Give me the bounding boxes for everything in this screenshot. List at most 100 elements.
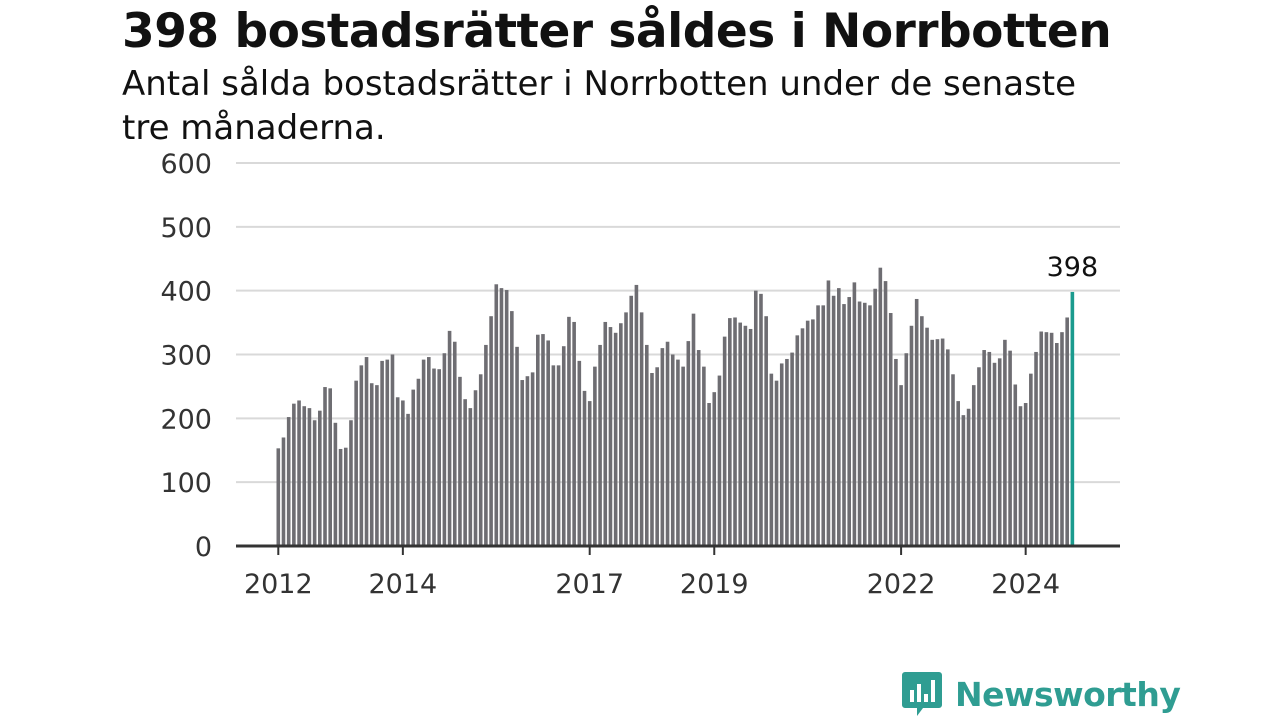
brand-name: Newsworthy xyxy=(955,674,1181,714)
bar xyxy=(790,352,794,546)
bar xyxy=(868,305,872,546)
bar xyxy=(660,348,665,546)
bar xyxy=(556,365,561,546)
bar xyxy=(826,280,831,546)
bar xyxy=(769,373,774,546)
bar xyxy=(821,305,826,546)
bar xyxy=(837,288,841,546)
bar xyxy=(842,304,846,546)
y-tick-label: 200 xyxy=(160,404,212,435)
bar xyxy=(442,353,447,546)
bar xyxy=(369,383,374,546)
bar xyxy=(572,321,576,546)
bar xyxy=(862,302,867,546)
bar xyxy=(375,385,379,546)
bar xyxy=(318,410,322,546)
bar xyxy=(286,417,291,546)
bar xyxy=(634,284,639,546)
bar xyxy=(883,281,888,546)
bar xyxy=(644,344,649,546)
bar xyxy=(639,312,644,546)
bar xyxy=(343,447,348,546)
bar xyxy=(982,350,986,546)
bar xyxy=(717,375,722,546)
bar xyxy=(484,344,488,546)
bar xyxy=(899,385,903,546)
bar xyxy=(380,360,384,546)
bar xyxy=(276,448,281,546)
bar xyxy=(728,318,732,546)
bar xyxy=(385,359,390,546)
bar xyxy=(691,313,696,546)
bar xyxy=(951,374,955,546)
bar xyxy=(1039,331,1044,546)
bar xyxy=(650,373,654,546)
bar xyxy=(894,358,898,546)
bar xyxy=(536,334,540,546)
bar xyxy=(1055,343,1059,546)
bar xyxy=(541,334,545,546)
bar xyxy=(722,336,727,546)
bar xyxy=(463,399,467,546)
bar xyxy=(738,322,743,546)
bar xyxy=(987,351,992,546)
bar xyxy=(707,403,711,546)
bar xyxy=(676,359,680,546)
bar xyxy=(307,408,312,546)
bar xyxy=(743,325,748,546)
bar xyxy=(468,408,473,546)
newsworthy-brand[interactable]: Newsworthy xyxy=(901,670,1181,718)
bar xyxy=(593,366,597,546)
bar xyxy=(961,415,966,546)
bar xyxy=(292,403,296,546)
bar xyxy=(935,339,940,546)
bar xyxy=(873,288,877,546)
bar xyxy=(494,284,499,546)
bar xyxy=(1013,384,1018,546)
bar xyxy=(670,354,675,546)
bar xyxy=(510,311,514,546)
bar xyxy=(411,389,416,546)
bar xyxy=(452,341,457,546)
bar xyxy=(764,316,768,546)
bar xyxy=(977,367,981,546)
bar xyxy=(992,362,997,546)
bar xyxy=(878,267,883,546)
bar xyxy=(702,366,706,546)
x-tick-label: 2019 xyxy=(680,569,749,600)
bar xyxy=(302,406,307,546)
bar xyxy=(312,420,317,546)
bar xyxy=(1023,403,1028,546)
highlighted-bar xyxy=(1070,291,1075,546)
bar xyxy=(520,380,525,546)
bar xyxy=(577,360,582,546)
bar xyxy=(359,365,364,546)
newsworthy-logo-icon xyxy=(902,672,942,716)
bar xyxy=(281,437,286,546)
bar xyxy=(805,320,810,546)
bar xyxy=(816,305,820,546)
bar xyxy=(696,350,701,546)
bar xyxy=(888,313,893,546)
bar xyxy=(909,325,914,546)
bar xyxy=(779,363,784,546)
bar xyxy=(904,353,909,546)
bar xyxy=(333,422,338,546)
bar xyxy=(847,297,851,546)
bar xyxy=(354,380,358,546)
bar xyxy=(603,321,608,546)
bar xyxy=(349,420,353,546)
bar xyxy=(971,385,976,546)
bar xyxy=(1060,332,1064,546)
bar xyxy=(515,346,519,546)
bar xyxy=(1049,332,1054,546)
y-tick-label: 500 xyxy=(160,213,212,244)
bar xyxy=(416,378,421,546)
bar xyxy=(608,327,613,546)
bar xyxy=(582,390,587,546)
bar xyxy=(437,369,441,546)
bar xyxy=(624,312,628,546)
y-tick-label: 0 xyxy=(195,532,212,563)
bar xyxy=(920,316,924,546)
